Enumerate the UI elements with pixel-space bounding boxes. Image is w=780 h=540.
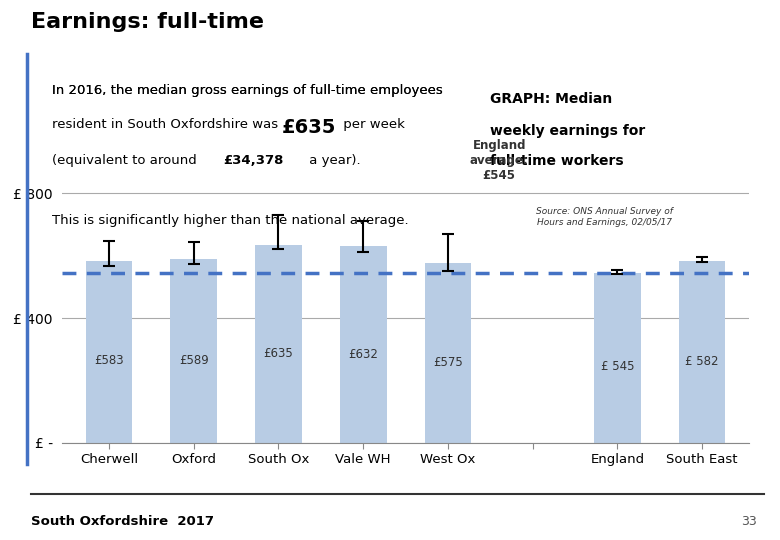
Text: (equivalent to around: (equivalent to around bbox=[52, 154, 201, 167]
Text: £632: £632 bbox=[349, 348, 378, 361]
Text: full-time workers: full-time workers bbox=[490, 154, 623, 168]
Text: £583: £583 bbox=[94, 354, 124, 367]
Text: In 2016, the median gross earnings of full-time employees: In 2016, the median gross earnings of fu… bbox=[52, 84, 443, 97]
Text: This is significantly higher than the national average.: This is significantly higher than the na… bbox=[52, 214, 409, 227]
Text: weekly earnings for: weekly earnings for bbox=[490, 124, 645, 138]
Bar bbox=[255, 245, 302, 443]
Bar bbox=[340, 246, 387, 443]
Bar bbox=[86, 261, 133, 443]
Text: 33: 33 bbox=[741, 515, 757, 528]
Text: £635: £635 bbox=[282, 118, 336, 137]
Bar bbox=[171, 259, 217, 443]
Text: GRAPH: Median: GRAPH: Median bbox=[490, 92, 612, 106]
Text: £635: £635 bbox=[264, 347, 293, 360]
Text: £589: £589 bbox=[179, 354, 208, 367]
Text: £575: £575 bbox=[433, 355, 463, 369]
Text: per week: per week bbox=[339, 118, 405, 131]
Text: £34,378: £34,378 bbox=[223, 154, 283, 167]
Text: £ 545: £ 545 bbox=[601, 360, 634, 373]
Text: England
average:
£545: England average: £545 bbox=[470, 139, 529, 182]
Text: a year).: a year). bbox=[305, 154, 360, 167]
Text: In 2016, the median gross earnings of full-time employees: In 2016, the median gross earnings of fu… bbox=[52, 84, 443, 97]
Text: Source: ONS Annual Survey of
Hours and Earnings, 02/05/17: Source: ONS Annual Survey of Hours and E… bbox=[536, 207, 673, 227]
Text: resident in South Oxfordshire was: resident in South Oxfordshire was bbox=[52, 118, 282, 131]
Text: £ 582: £ 582 bbox=[686, 355, 719, 368]
Bar bbox=[594, 273, 640, 443]
Bar bbox=[424, 264, 471, 443]
Text: South Oxfordshire  2017: South Oxfordshire 2017 bbox=[31, 515, 214, 528]
Bar bbox=[679, 261, 725, 443]
Text: Earnings: full-time: Earnings: full-time bbox=[31, 11, 264, 32]
